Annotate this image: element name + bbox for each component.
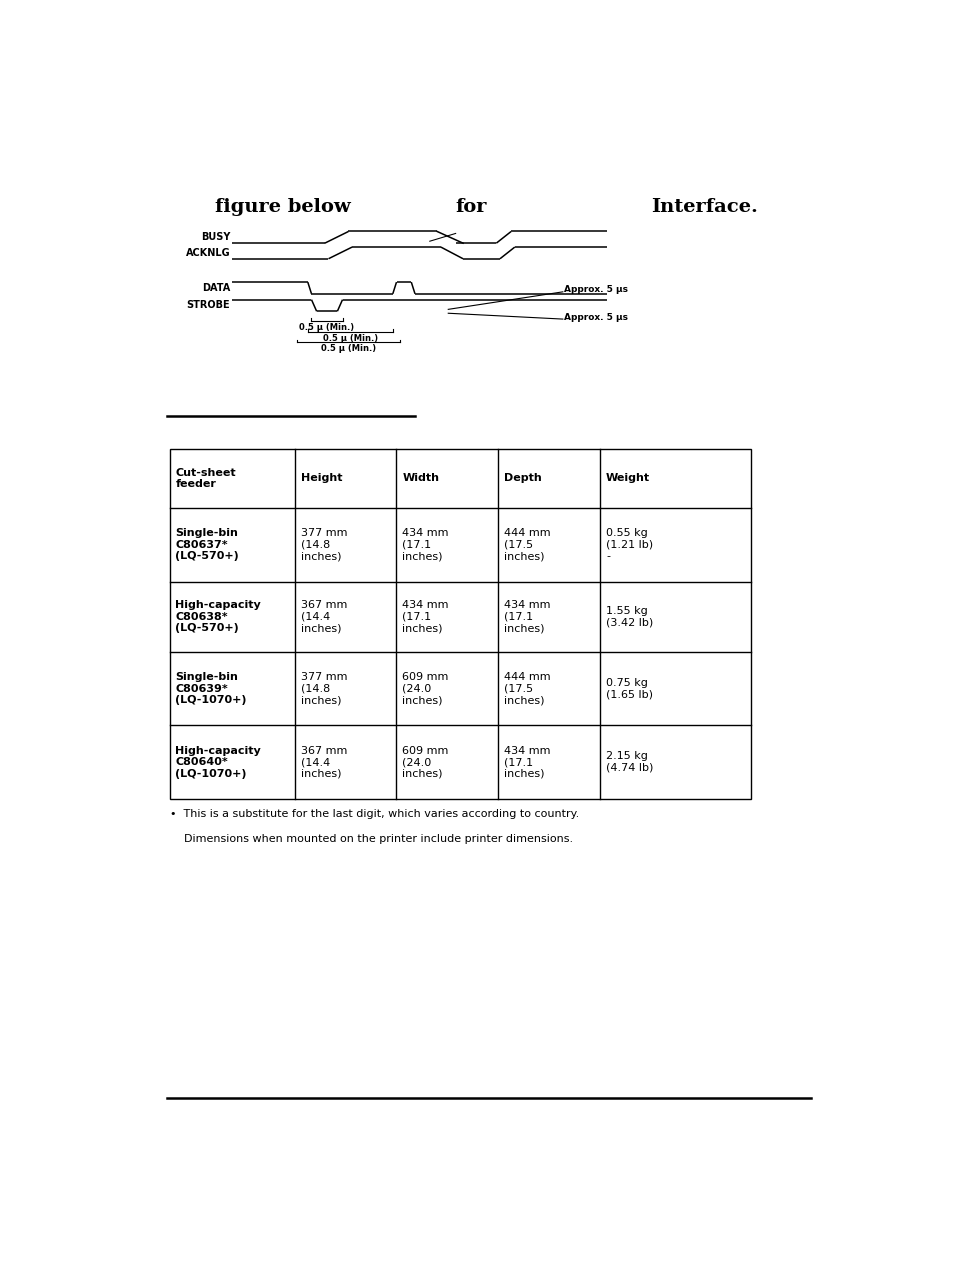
Text: DATA: DATA: [202, 283, 230, 293]
Text: 0.55 kg
(1.21 lb)
-: 0.55 kg (1.21 lb) -: [605, 528, 653, 561]
Text: 0.5 μ (Min.): 0.5 μ (Min.): [322, 334, 377, 343]
Text: Approx. 5 μs: Approx. 5 μs: [564, 312, 628, 321]
Text: 434 mm
(17.1
inches): 434 mm (17.1 inches): [402, 600, 449, 633]
Text: Width: Width: [402, 473, 439, 483]
Text: Height: Height: [300, 473, 342, 483]
Text: 0.5 μ (Min.): 0.5 μ (Min.): [299, 324, 355, 332]
Text: Weight: Weight: [605, 473, 649, 483]
Text: Single-bin
C80637*
(LQ-570+): Single-bin C80637* (LQ-570+): [175, 528, 239, 561]
Text: High-capacity
C80638*
(LQ-570+): High-capacity C80638* (LQ-570+): [175, 600, 261, 633]
Text: •  This is a substitute for the last digit, which varies according to country.: • This is a substitute for the last digi…: [170, 809, 578, 819]
Text: figure below: figure below: [215, 198, 351, 216]
Text: 444 mm
(17.5
inches): 444 mm (17.5 inches): [504, 672, 550, 705]
Text: 434 mm
(17.1
inches): 434 mm (17.1 inches): [402, 528, 449, 561]
Text: Approx. 5 μs: Approx. 5 μs: [564, 286, 628, 295]
Text: 1.55 kg
(3.42 lb): 1.55 kg (3.42 lb): [605, 605, 653, 627]
Text: 0.5 μ (Min.): 0.5 μ (Min.): [320, 344, 375, 354]
Text: 0.75 kg
(1.65 lb): 0.75 kg (1.65 lb): [605, 678, 653, 699]
Text: for: for: [456, 198, 487, 216]
Text: 434 mm
(17.1
inches): 434 mm (17.1 inches): [504, 600, 550, 633]
Text: BUSY: BUSY: [200, 233, 230, 243]
Text: Single-bin
C80639*
(LQ-1070+): Single-bin C80639* (LQ-1070+): [175, 672, 247, 705]
Text: 434 mm
(17.1
inches): 434 mm (17.1 inches): [504, 746, 550, 779]
Text: STROBE: STROBE: [187, 301, 230, 311]
Text: Cut-sheet
feeder: Cut-sheet feeder: [175, 468, 235, 489]
Text: 367 mm
(14.4
inches): 367 mm (14.4 inches): [300, 746, 347, 779]
Text: 377 mm
(14.8
inches): 377 mm (14.8 inches): [300, 528, 347, 561]
Text: Depth: Depth: [504, 473, 541, 483]
Text: 609 mm
(24.0
inches): 609 mm (24.0 inches): [402, 672, 448, 705]
Text: 444 mm
(17.5
inches): 444 mm (17.5 inches): [504, 528, 550, 561]
Text: Dimensions when mounted on the printer include printer dimensions.: Dimensions when mounted on the printer i…: [170, 834, 572, 844]
Text: 377 mm
(14.8
inches): 377 mm (14.8 inches): [300, 672, 347, 705]
Text: ACKNLG: ACKNLG: [185, 248, 230, 258]
Text: High-capacity
C80640*
(LQ-1070+): High-capacity C80640* (LQ-1070+): [175, 746, 261, 779]
Text: 367 mm
(14.4
inches): 367 mm (14.4 inches): [300, 600, 347, 633]
Bar: [170, 449, 751, 799]
Text: Interface.: Interface.: [651, 198, 758, 216]
Text: 609 mm
(24.0
inches): 609 mm (24.0 inches): [402, 746, 448, 779]
Text: 2.15 kg
(4.74 lb): 2.15 kg (4.74 lb): [605, 751, 653, 772]
